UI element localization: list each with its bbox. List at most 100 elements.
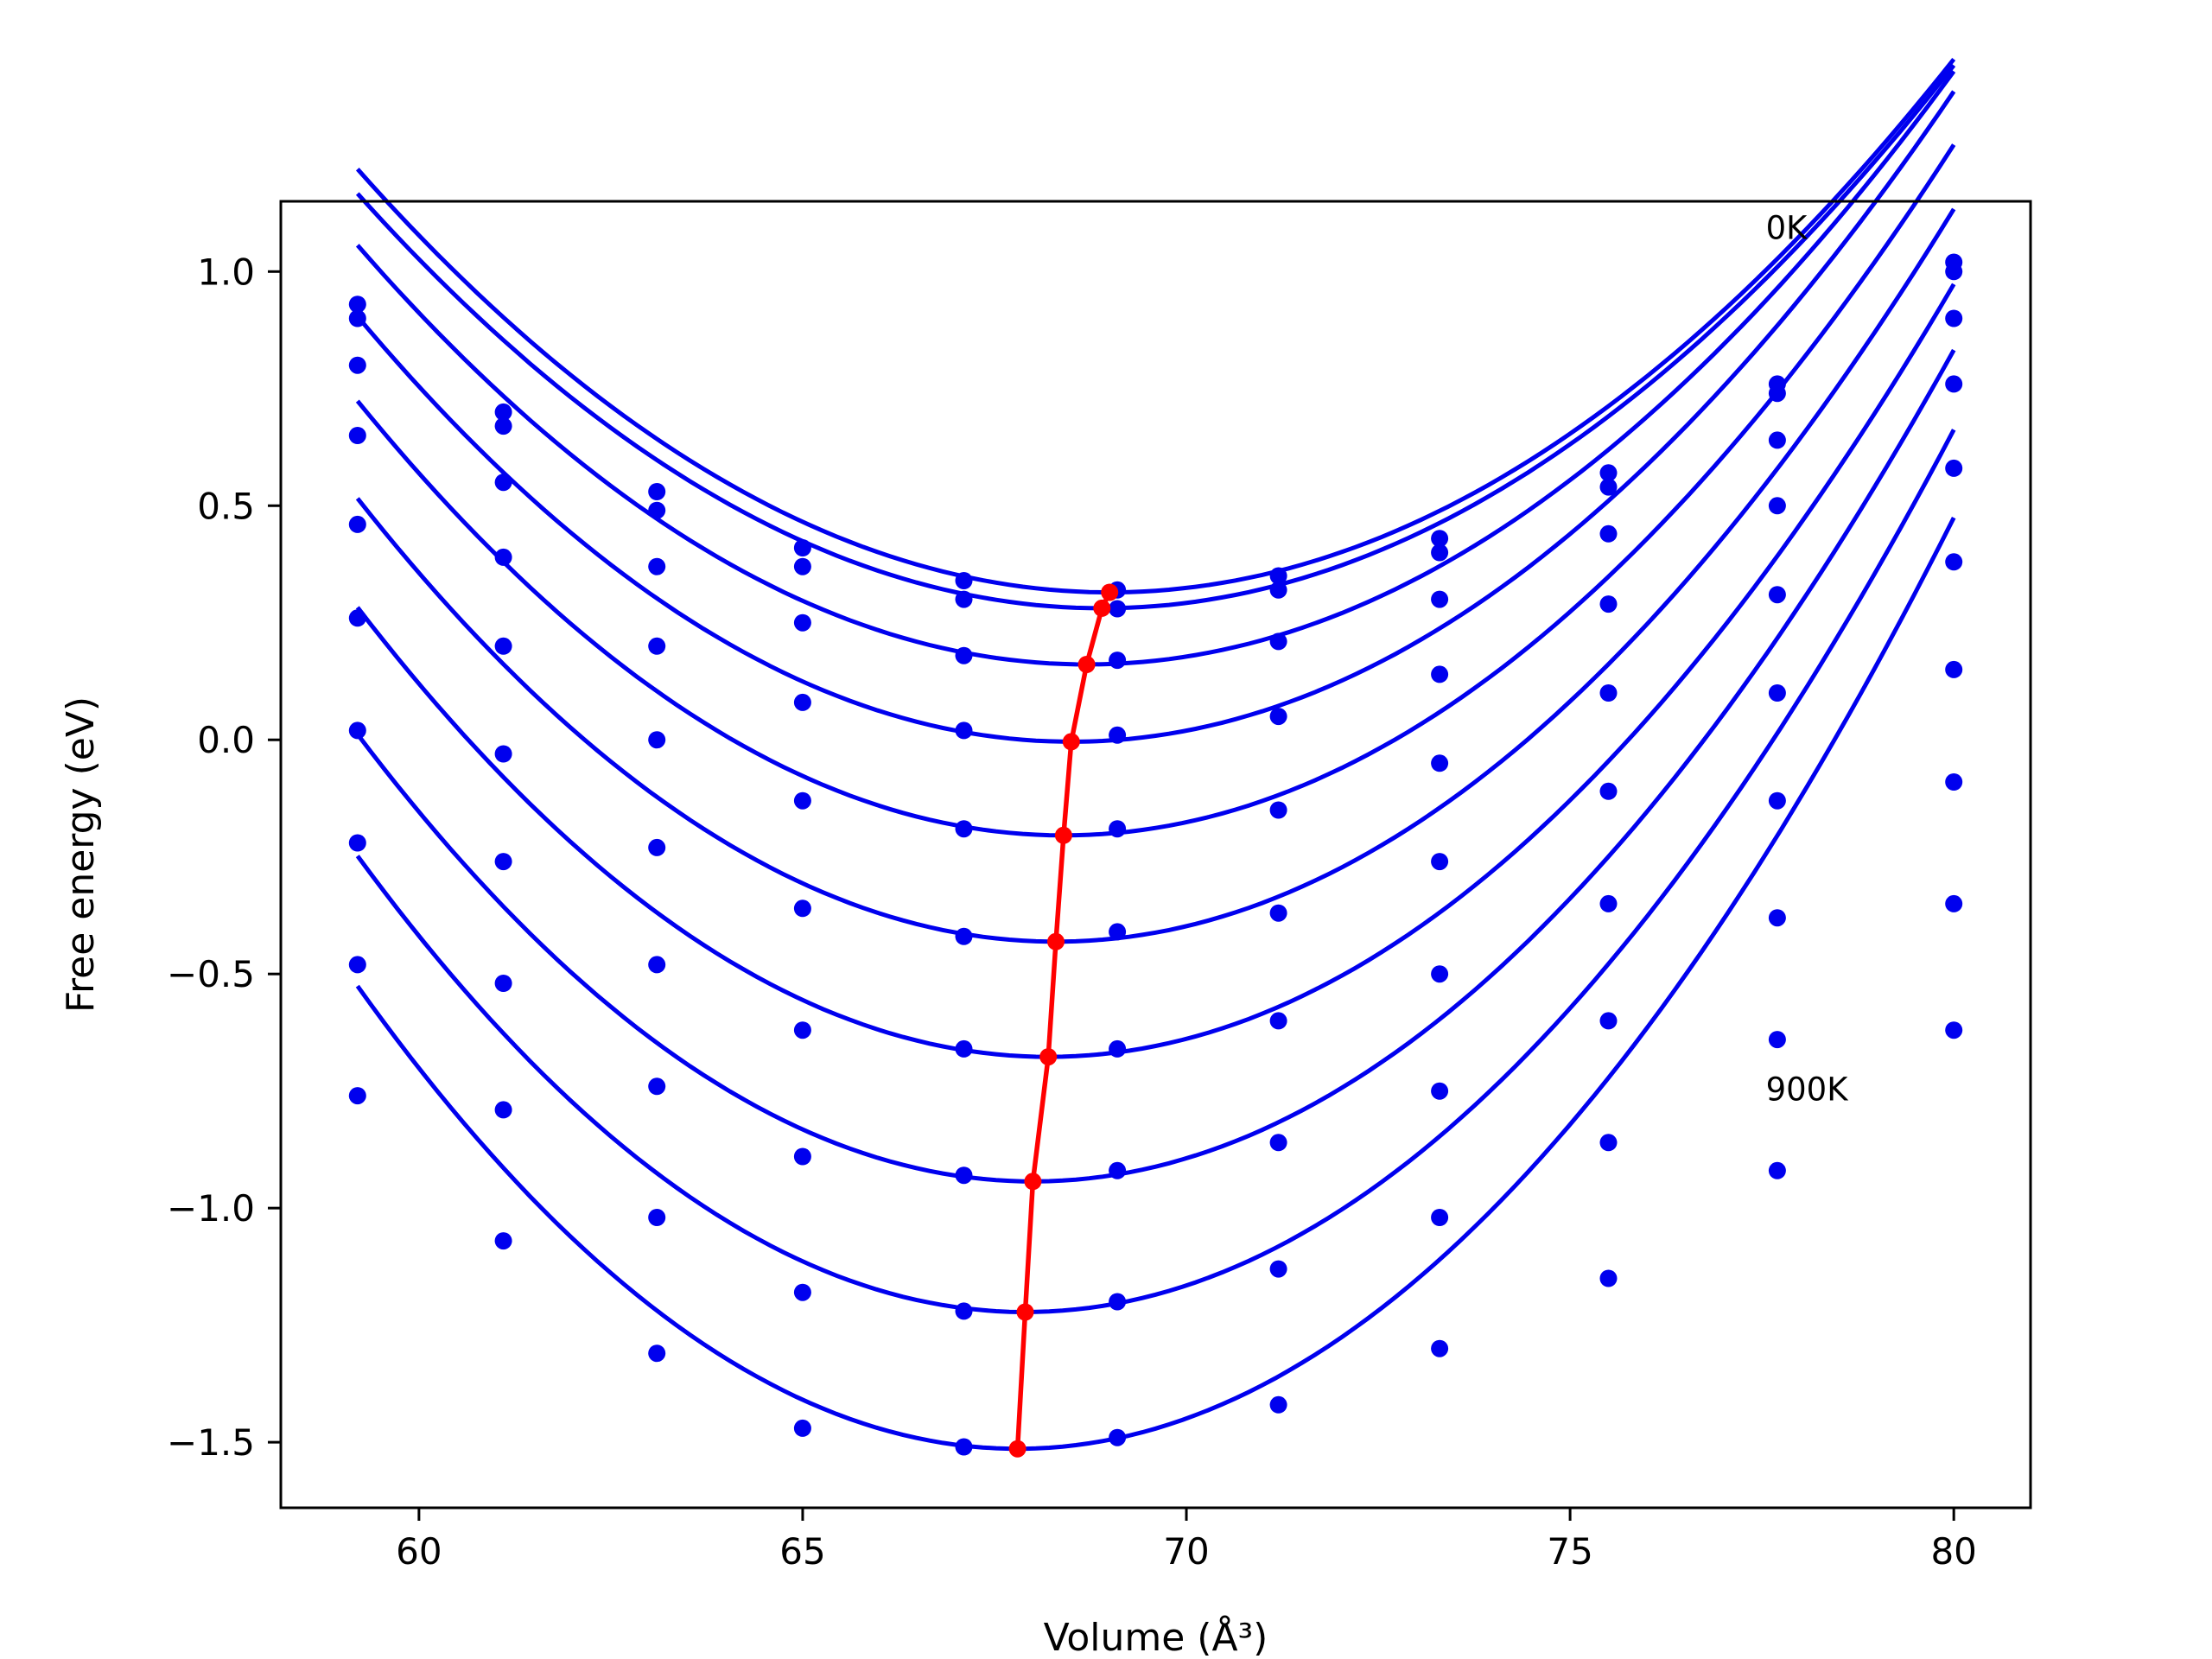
- data-point-s10-11: [1945, 1021, 1963, 1039]
- data-point-s7-5: [955, 1039, 973, 1058]
- data-point-s6-8: [1431, 853, 1449, 871]
- fit-curve-8: [355, 348, 1956, 1184]
- data-point-s9-5: [955, 1302, 973, 1320]
- data-point-s4-11: [1945, 375, 1963, 393]
- data-point-s1-7: [1269, 567, 1287, 585]
- data-point-s8-9: [1599, 1012, 1618, 1030]
- data-point-s6-6: [1109, 923, 1127, 941]
- data-point-s4-8: [1431, 665, 1449, 683]
- data-point-s3-9: [1599, 524, 1618, 543]
- y-axis-label: Free energy (eV): [59, 696, 103, 1013]
- data-point-s5-5: [955, 820, 973, 838]
- y-tick-label: −1.5: [167, 1421, 255, 1464]
- data-point-s3-5: [955, 646, 973, 664]
- data-point-s8-2: [494, 975, 512, 992]
- data-point-s7-4: [793, 1021, 811, 1039]
- data-point-s1-2: [494, 403, 512, 421]
- data-point-s4-4: [793, 693, 811, 711]
- data-point-s4-6: [1109, 726, 1127, 744]
- data-point-s1-9: [1599, 464, 1618, 482]
- data-point-s5-7: [1269, 801, 1287, 819]
- fit-curve-1: [355, 57, 1956, 594]
- data-point-s3-7: [1269, 632, 1287, 651]
- data-point-s7-2: [494, 853, 512, 871]
- fit-curve-6: [355, 207, 1956, 944]
- data-point-s6-2: [494, 745, 512, 763]
- x-tick-label: 80: [1930, 1530, 1976, 1573]
- minimum-point-9: [1016, 1303, 1034, 1321]
- plot-frame: [279, 200, 2032, 1510]
- data-point-s10-6: [1109, 1428, 1127, 1446]
- data-point-s2-2: [494, 417, 512, 435]
- y-tick-label: 0.5: [197, 485, 255, 527]
- data-point-s6-5: [955, 927, 973, 945]
- data-point-s2-3: [648, 501, 666, 519]
- data-point-s3-10: [1768, 431, 1786, 449]
- data-point-s3-4: [793, 613, 811, 632]
- data-point-s8-6: [1109, 1161, 1127, 1179]
- points-layer: [348, 253, 1963, 1456]
- data-point-s2-6: [1109, 600, 1127, 618]
- minimum-point-6: [1047, 932, 1065, 950]
- data-point-s4-9: [1599, 595, 1618, 613]
- fit-curve-4: [355, 90, 1956, 744]
- data-point-s7-1: [348, 721, 366, 740]
- x-axis-label: Volume (Å³): [1044, 1614, 1268, 1659]
- x-tick-label: 75: [1547, 1530, 1592, 1573]
- data-point-s1-1: [348, 296, 366, 314]
- data-point-s5-1: [348, 515, 366, 533]
- data-point-s5-4: [793, 791, 811, 810]
- data-point-s2-4: [793, 557, 811, 575]
- x-tick-label: 70: [1163, 1530, 1209, 1573]
- minimum-path-line: [1014, 591, 1112, 1449]
- data-point-s4-5: [955, 721, 973, 740]
- data-point-s1-5: [955, 572, 973, 589]
- data-point-s6-7: [1269, 904, 1287, 922]
- data-point-s6-9: [1599, 782, 1618, 800]
- minimum-point-2: [1093, 599, 1111, 617]
- data-point-s9-2: [494, 1101, 512, 1119]
- data-point-s8-10: [1768, 909, 1786, 927]
- data-point-s1-3: [648, 483, 666, 500]
- data-point-s9-8: [1431, 1209, 1449, 1226]
- data-point-s4-2: [494, 548, 512, 566]
- data-point-s5-11: [1945, 459, 1963, 477]
- data-point-s2-10: [1768, 385, 1786, 403]
- data-point-s6-4: [793, 899, 811, 918]
- minimum-point-5: [1054, 826, 1072, 844]
- data-point-s8-7: [1269, 1134, 1287, 1152]
- data-point-s6-1: [348, 609, 366, 627]
- minimum-path-layer: [1008, 583, 1119, 1458]
- fit-curve-3: [355, 70, 1956, 667]
- data-point-s8-1: [348, 834, 366, 852]
- data-point-s8-8: [1431, 1082, 1449, 1100]
- fit-curve-10: [355, 516, 1956, 1452]
- data-point-s5-8: [1431, 754, 1449, 772]
- data-point-s9-7: [1269, 1260, 1287, 1278]
- data-point-s7-7: [1269, 1012, 1287, 1030]
- data-point-s3-2: [494, 474, 512, 492]
- data-point-s9-6: [1109, 1293, 1127, 1311]
- data-point-s4-7: [1269, 708, 1287, 726]
- data-point-s2-5: [955, 590, 973, 608]
- data-point-s2-8: [1431, 543, 1449, 562]
- annotation-2: 900K: [1766, 1071, 1850, 1109]
- data-point-s6-11: [1945, 553, 1963, 571]
- data-point-s3-6: [1109, 652, 1127, 670]
- data-point-s7-3: [648, 956, 666, 974]
- fit-curve-2: [355, 64, 1956, 611]
- minimum-point-7: [1039, 1048, 1058, 1066]
- data-point-s7-10: [1768, 791, 1786, 810]
- x-tick-label: 65: [779, 1530, 825, 1573]
- data-point-s10-5: [955, 1438, 973, 1456]
- minimum-point-8: [1024, 1173, 1042, 1191]
- minimum-point-10: [1008, 1440, 1027, 1458]
- data-point-s10-1: [348, 1087, 366, 1105]
- data-point-s8-3: [648, 1077, 666, 1096]
- data-point-s6-10: [1768, 684, 1786, 702]
- minimum-point-3: [1077, 656, 1096, 673]
- data-point-s5-2: [494, 637, 512, 655]
- data-point-s6-3: [648, 838, 666, 856]
- data-point-s9-10: [1768, 1031, 1786, 1049]
